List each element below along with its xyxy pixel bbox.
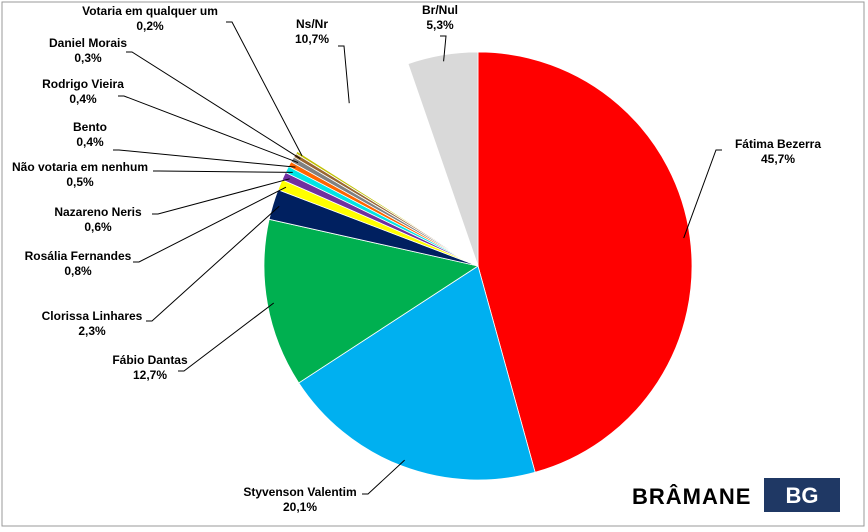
slice-label: Não votaria em nenhum	[12, 160, 148, 174]
slice-value-label: 0,8%	[64, 264, 92, 278]
pie-slice	[296, 63, 479, 267]
slice-label: Rosália Fernandes	[25, 249, 132, 263]
pie-slice	[407, 51, 479, 267]
slice-value-label: 0,5%	[66, 175, 94, 189]
slice-value-label: 0,3%	[74, 51, 102, 65]
watermark-text: BRÂMANE	[632, 484, 751, 509]
slice-label: Daniel Morais	[49, 36, 127, 50]
leader-line	[153, 170, 293, 173]
slice-label: Votaria em qualquer um	[82, 4, 218, 18]
slice-label: Ns/Nr	[296, 17, 328, 31]
slice-value-label: 20,1%	[283, 500, 317, 514]
leader-line	[338, 45, 350, 104]
leader-line	[113, 149, 296, 168]
leader-line	[178, 302, 275, 372]
slice-value-label: 0,6%	[84, 220, 112, 234]
leader-line	[683, 149, 722, 239]
slice-value-label: 0,4%	[69, 92, 97, 106]
pie-slice	[263, 218, 480, 384]
leader-line	[118, 95, 299, 164]
slice-label: Bento	[73, 120, 107, 134]
slice-label: Nazareno Neris	[54, 205, 142, 219]
slice-label: Clorissa Linhares	[42, 309, 143, 323]
slice-value-label: 45,7%	[761, 152, 795, 166]
leader-line	[146, 205, 280, 322]
leader-line	[133, 186, 287, 263]
slice-value-label: 5,3%	[426, 18, 454, 32]
leader-line	[362, 459, 405, 495]
watermark-badge	[764, 478, 840, 512]
pie-slice	[477, 51, 693, 473]
leader-line	[440, 35, 447, 62]
watermark-badge-text: BG	[786, 483, 819, 508]
slice-value-label: 12,7%	[133, 368, 167, 382]
pie-slice	[298, 265, 536, 481]
slice-value-label: 10,7%	[295, 32, 329, 46]
leader-line	[126, 51, 301, 160]
slice-label: Fábio Dantas	[112, 353, 188, 367]
slice-label: Fátima Bezerra	[735, 137, 821, 151]
leader-line	[226, 21, 303, 157]
slice-label: Styvenson Valentim	[243, 485, 356, 499]
slice-value-label: 0,2%	[136, 19, 164, 33]
leader-line	[152, 178, 290, 215]
slice-value-label: 0,4%	[76, 135, 104, 149]
slice-value-label: 2,3%	[78, 324, 106, 338]
slice-label: Rodrigo Vieira	[42, 77, 124, 91]
slice-label: Br/Nul	[422, 3, 458, 17]
